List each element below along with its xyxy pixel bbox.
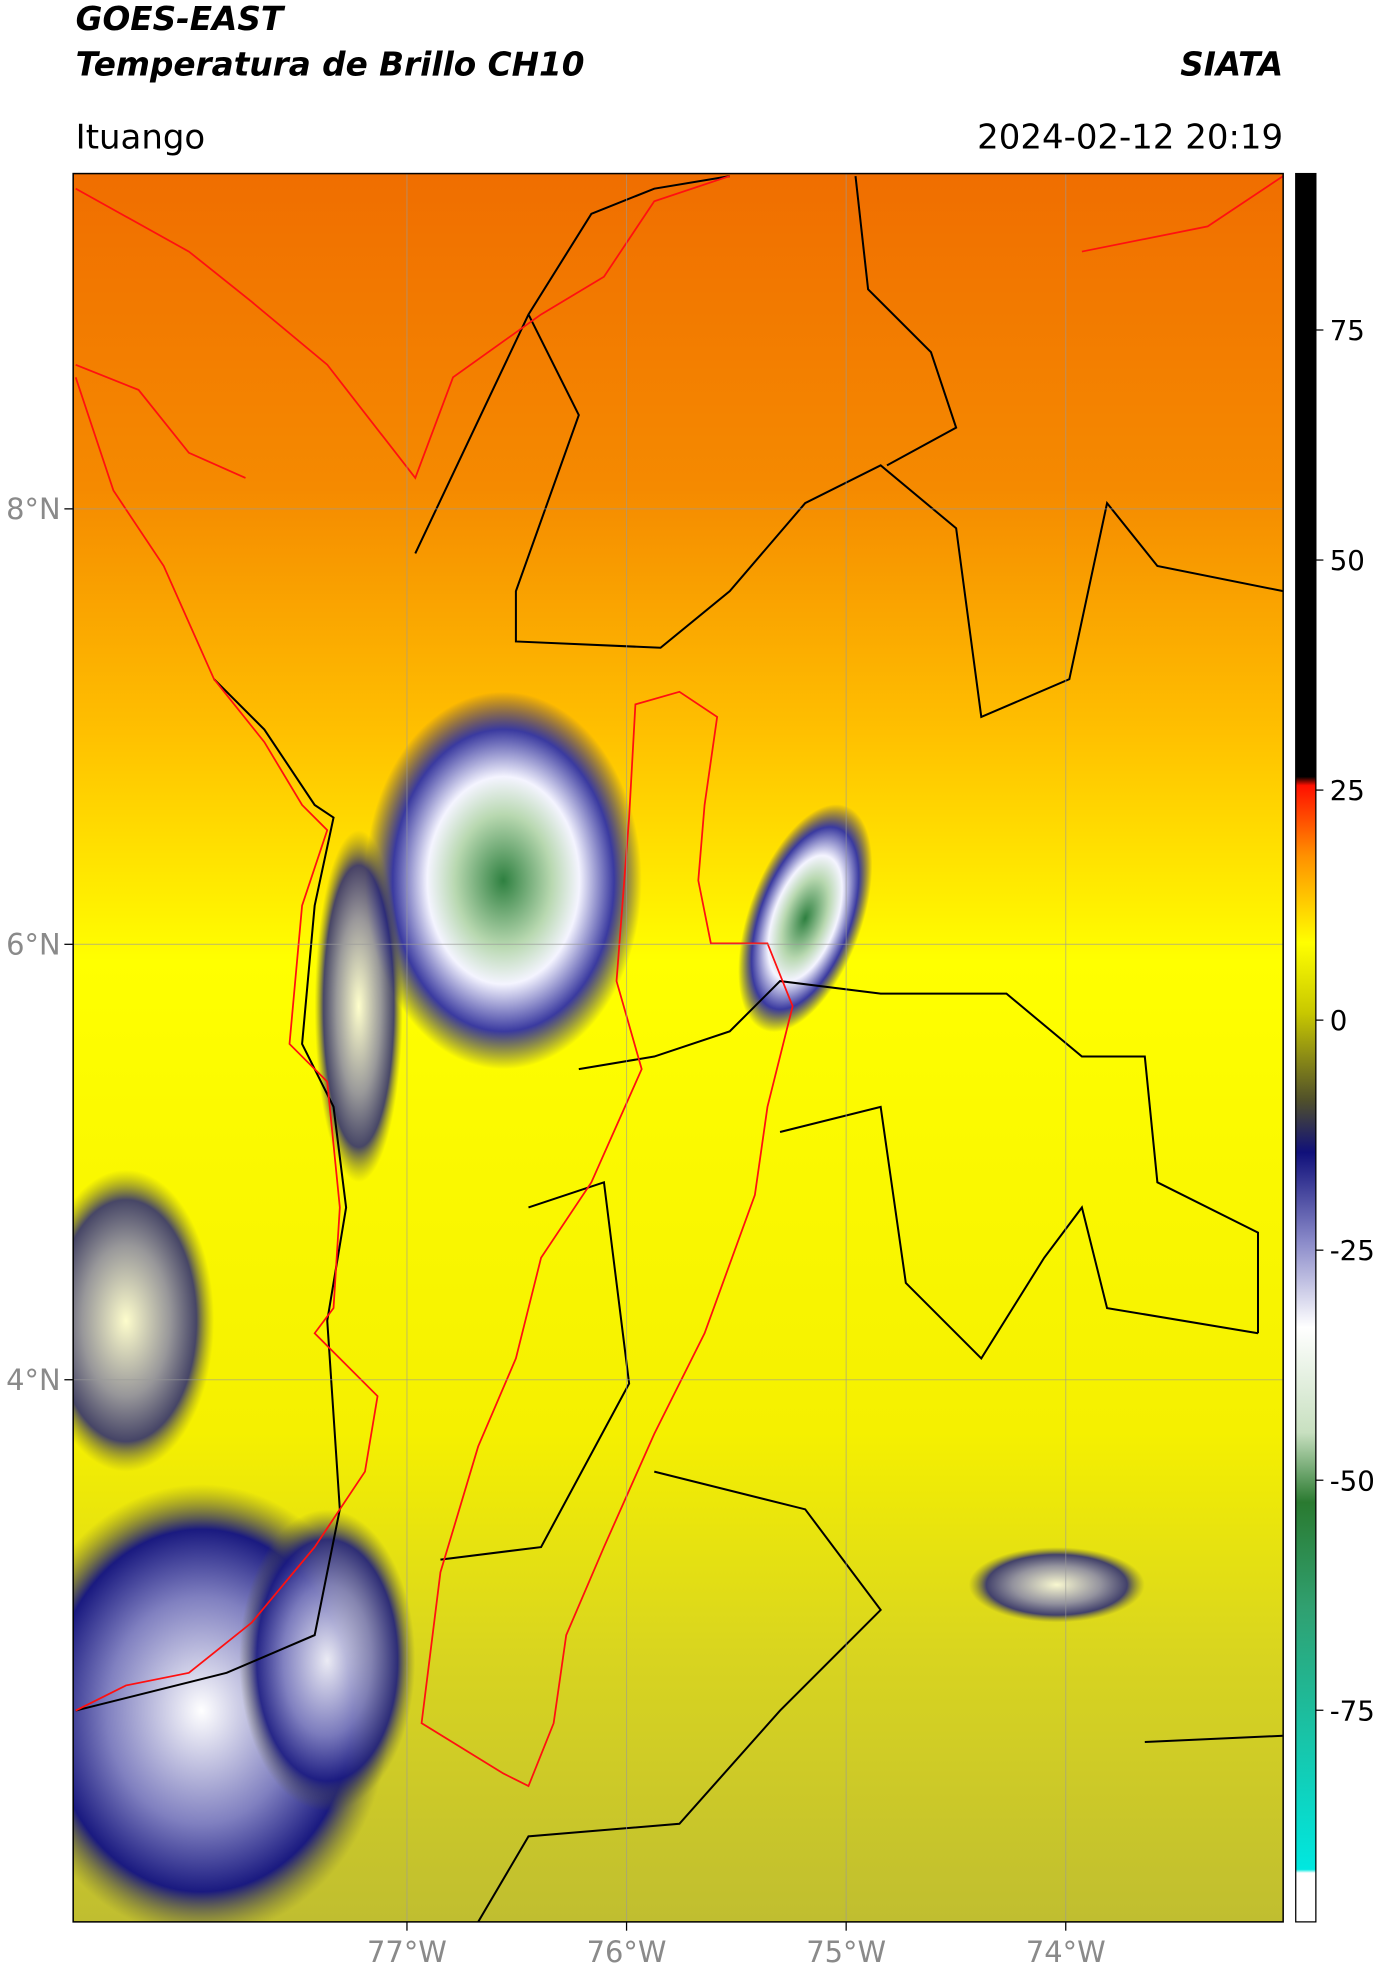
- colorbar-tick-label: 50: [1330, 544, 1365, 577]
- cloud: [314, 830, 403, 1183]
- basin-outline: [420, 690, 794, 1788]
- coastline: [74, 363, 379, 1712]
- border: [414, 175, 1284, 719]
- grid: [73, 173, 1284, 1922]
- x-tick-label: 75°W: [806, 1935, 886, 1969]
- border: [440, 980, 1260, 1922]
- x-tick-label: 74°W: [1026, 1935, 1106, 1969]
- title: GOES-EAST: [76, 0, 286, 38]
- colorbar-tick-label: 25: [1330, 774, 1365, 807]
- colorbar-tick-label: -75: [1330, 1694, 1375, 1727]
- subtitle: Temperatura de Brillo CH10: [76, 45, 585, 83]
- colorbar-tick-label: -25: [1330, 1234, 1375, 1267]
- y-tick-label: 6°N: [6, 927, 60, 961]
- coastline: [75, 175, 1284, 480]
- cloud: [73, 1169, 215, 1472]
- brand: SIATA: [1180, 45, 1283, 83]
- y-tick-label: 4°N: [6, 1363, 60, 1397]
- border: [854, 175, 1284, 1744]
- storm: [364, 691, 642, 1070]
- storm: [738, 804, 873, 1033]
- y-tick-label: 8°N: [6, 492, 60, 526]
- map-image: [73, 173, 1284, 1922]
- colorbar-tick-label: -50: [1330, 1464, 1375, 1497]
- border: [75, 678, 348, 1712]
- location: Ituango: [76, 117, 206, 157]
- map-frame: [72, 172, 1284, 1923]
- colorbar-tick-label: 0: [1330, 1004, 1348, 1037]
- datetime: 2024-02-12 20:19: [977, 117, 1283, 157]
- colorbar-tick-label: 75: [1330, 314, 1365, 347]
- colorbar: [1295, 172, 1317, 1923]
- x-tick-label: 76°W: [587, 1935, 667, 1969]
- cloud: [239, 1509, 416, 1812]
- cloud: [968, 1547, 1145, 1623]
- x-tick-label: 77°W: [367, 1935, 447, 1969]
